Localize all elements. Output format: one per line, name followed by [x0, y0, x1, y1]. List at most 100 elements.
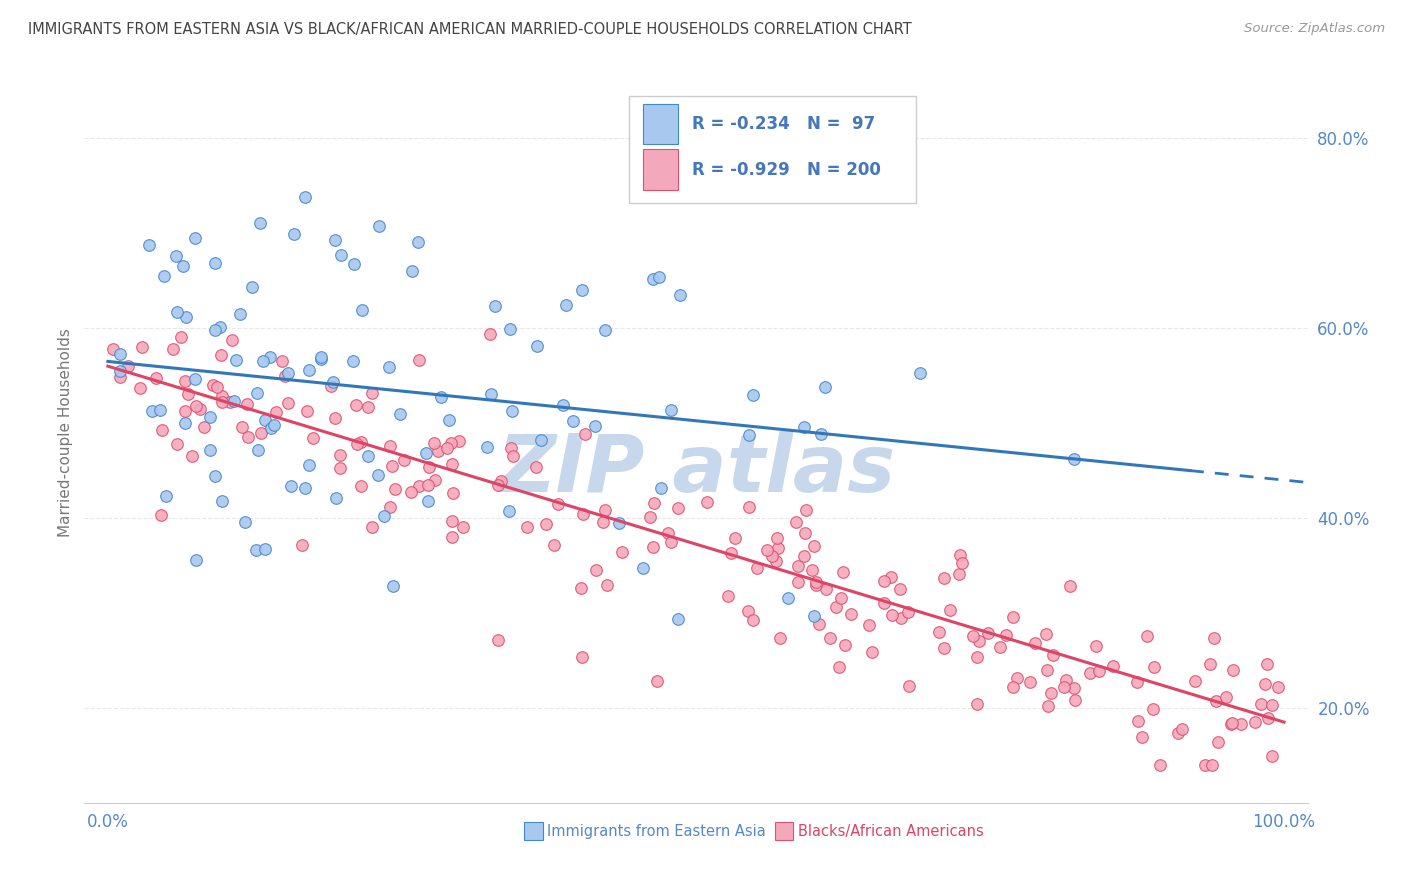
Point: [294, 481, 316, 495]
Point: [357, 449, 380, 463]
Point: [741, 388, 763, 402]
Point: [1128, 714, 1150, 728]
Point: [141, 404, 163, 418]
Point: [1040, 686, 1063, 700]
Point: [489, 474, 512, 488]
Point: [380, 440, 402, 454]
Point: [793, 549, 815, 563]
Point: [571, 283, 593, 297]
Point: [1149, 757, 1171, 772]
Point: [1005, 671, 1028, 685]
Point: [249, 425, 271, 440]
Point: [696, 494, 718, 508]
Y-axis label: Married-couple Households: Married-couple Households: [58, 328, 73, 537]
Point: [184, 399, 207, 413]
Point: [562, 414, 585, 428]
Point: [271, 353, 294, 368]
Point: [502, 450, 524, 464]
Point: [592, 516, 614, 530]
Point: [1256, 657, 1278, 671]
Point: [373, 508, 395, 523]
Point: [329, 460, 352, 475]
Point: [839, 607, 862, 622]
Point: [153, 269, 176, 284]
Point: [325, 491, 347, 506]
FancyBboxPatch shape: [644, 103, 678, 145]
Point: [1102, 659, 1125, 673]
Point: [367, 468, 389, 483]
Point: [1244, 715, 1267, 730]
Point: [932, 640, 955, 655]
Point: [343, 257, 366, 271]
Point: [440, 457, 463, 471]
Point: [949, 548, 972, 562]
Point: [1170, 722, 1192, 736]
Point: [254, 413, 277, 427]
Point: [176, 386, 198, 401]
Point: [145, 371, 167, 385]
Point: [1024, 635, 1046, 649]
Point: [967, 634, 990, 648]
Point: [768, 631, 790, 645]
Point: [155, 489, 177, 503]
Point: [447, 434, 470, 448]
Point: [172, 259, 194, 273]
Point: [1085, 639, 1108, 653]
Point: [860, 645, 883, 659]
Point: [294, 190, 316, 204]
Point: [803, 539, 825, 553]
Point: [174, 416, 197, 430]
Point: [814, 582, 837, 596]
Point: [1019, 675, 1042, 690]
Point: [1206, 734, 1229, 748]
Point: [188, 402, 211, 417]
Point: [245, 543, 267, 558]
Text: ZIP atlas: ZIP atlas: [496, 431, 896, 508]
Point: [596, 577, 619, 591]
Point: [277, 396, 299, 410]
Point: [1063, 451, 1085, 466]
Point: [1257, 710, 1279, 724]
Point: [325, 410, 347, 425]
Point: [150, 423, 173, 437]
Point: [785, 515, 807, 529]
Point: [806, 577, 828, 591]
Point: [280, 479, 302, 493]
Point: [1220, 715, 1243, 730]
Point: [290, 538, 312, 552]
Point: [804, 574, 827, 589]
Point: [441, 530, 464, 544]
Point: [1142, 702, 1164, 716]
Point: [1063, 681, 1085, 696]
Point: [344, 398, 367, 412]
Point: [650, 481, 672, 495]
Point: [204, 323, 226, 337]
Point: [810, 426, 832, 441]
Point: [1054, 673, 1077, 687]
Point: [211, 494, 233, 508]
Point: [889, 582, 911, 596]
Point: [254, 541, 277, 556]
Point: [908, 367, 931, 381]
Point: [423, 473, 446, 487]
Text: IMMIGRANTS FROM EASTERN ASIA VS BLACK/AFRICAN AMERICAN MARRIED-COUPLE HOUSEHOLDS: IMMIGRANTS FROM EASTERN ASIA VS BLACK/AF…: [28, 22, 912, 37]
Point: [418, 460, 440, 475]
Point: [1260, 698, 1282, 713]
Point: [631, 561, 654, 575]
Point: [401, 264, 423, 278]
Point: [551, 398, 574, 412]
Point: [1036, 663, 1059, 677]
Point: [1194, 757, 1216, 772]
Point: [231, 419, 253, 434]
Point: [499, 322, 522, 336]
Point: [150, 508, 173, 523]
Point: [534, 517, 557, 532]
Point: [995, 628, 1018, 642]
Point: [717, 589, 740, 603]
Point: [209, 348, 232, 362]
Point: [738, 500, 761, 514]
Point: [1261, 748, 1284, 763]
Point: [252, 353, 274, 368]
Point: [879, 570, 901, 584]
Point: [966, 697, 988, 711]
